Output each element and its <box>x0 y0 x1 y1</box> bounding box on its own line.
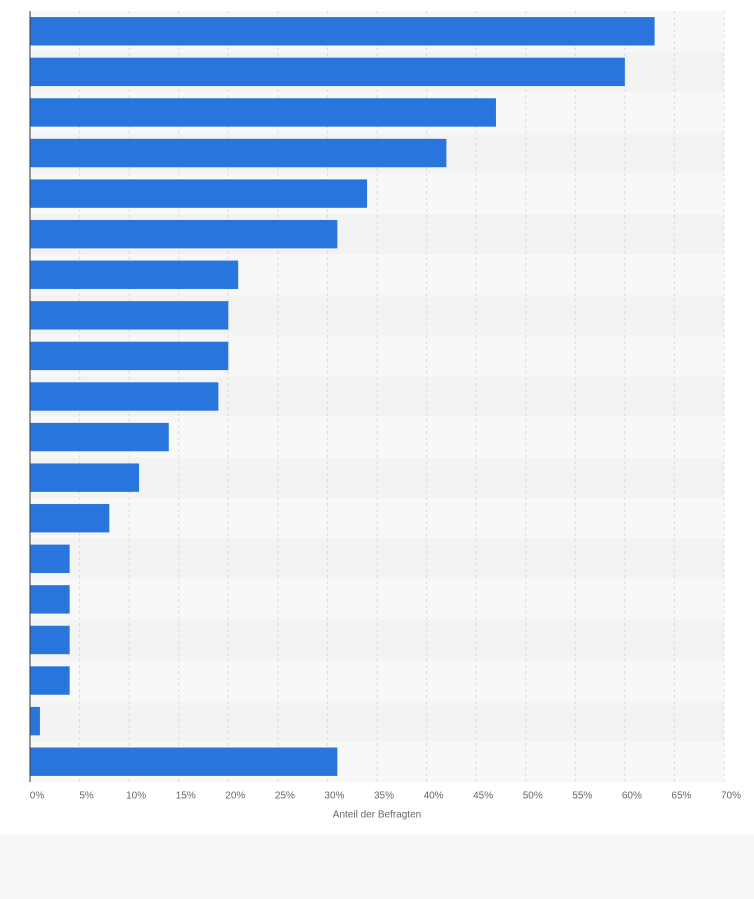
bar <box>30 625 70 655</box>
bar <box>30 463 140 492</box>
x-tick-label: 15% <box>176 791 196 802</box>
bar <box>30 585 70 614</box>
x-tick-label: 60% <box>622 791 642 802</box>
bar <box>30 504 110 533</box>
x-axis-label: Anteil der Befragten <box>333 810 421 821</box>
x-tick-label: 20% <box>225 791 245 802</box>
bar <box>30 57 625 87</box>
x-tick-label: 10% <box>126 791 146 802</box>
bar <box>30 747 338 776</box>
x-tick-label: 25% <box>275 791 295 802</box>
x-tick-label: 45% <box>473 791 493 802</box>
bar <box>30 422 169 452</box>
x-tick-label: 5% <box>79 791 94 802</box>
bar <box>30 179 368 208</box>
bar <box>30 341 229 371</box>
x-tick-label: 65% <box>671 791 691 802</box>
bar <box>30 706 40 736</box>
bar <box>30 219 338 249</box>
x-tick-label: 0% <box>30 791 45 802</box>
bar <box>30 98 496 127</box>
bar <box>30 666 70 695</box>
bar <box>30 301 229 330</box>
bar <box>30 382 219 411</box>
bar <box>30 138 447 168</box>
x-tick-label: 35% <box>374 791 394 802</box>
footer-band <box>0 835 754 899</box>
x-tick-label: 40% <box>424 791 444 802</box>
x-tick-label: 50% <box>523 791 543 802</box>
x-tick-label: 70% <box>721 791 741 802</box>
x-tick-label: 55% <box>572 791 592 802</box>
bar <box>30 544 70 574</box>
x-tick-label: 30% <box>324 791 344 802</box>
bar <box>30 17 655 46</box>
bar <box>30 260 239 289</box>
